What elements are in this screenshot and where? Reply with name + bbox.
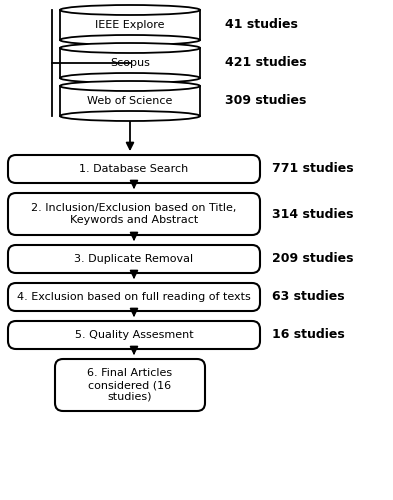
Bar — [60, 86, 200, 116]
FancyBboxPatch shape — [8, 193, 260, 235]
FancyBboxPatch shape — [55, 359, 205, 411]
Text: 16 studies: 16 studies — [272, 328, 345, 342]
Text: 41 studies: 41 studies — [225, 18, 298, 32]
Text: 309 studies: 309 studies — [225, 94, 307, 108]
Ellipse shape — [60, 43, 200, 53]
Text: Web of Science: Web of Science — [87, 96, 173, 106]
Text: 6. Final Articles
considered (16
studies): 6. Final Articles considered (16 studies… — [87, 368, 173, 402]
Text: 314 studies: 314 studies — [272, 208, 353, 220]
Ellipse shape — [60, 111, 200, 121]
FancyBboxPatch shape — [8, 155, 260, 183]
Text: 5. Quality Assesment: 5. Quality Assesment — [75, 330, 193, 340]
Text: IEEE Explore: IEEE Explore — [95, 20, 165, 30]
Text: 63 studies: 63 studies — [272, 290, 345, 304]
Text: 771 studies: 771 studies — [272, 162, 354, 175]
Bar — [60, 10, 200, 40]
Ellipse shape — [60, 35, 200, 45]
Ellipse shape — [60, 73, 200, 83]
Bar — [60, 48, 200, 78]
Text: 3. Duplicate Removal: 3. Duplicate Removal — [74, 254, 194, 264]
Text: 421 studies: 421 studies — [225, 56, 307, 70]
Text: 4. Exclusion based on full reading of texts: 4. Exclusion based on full reading of te… — [17, 292, 251, 302]
FancyBboxPatch shape — [8, 283, 260, 311]
Text: 1. Database Search: 1. Database Search — [79, 164, 189, 174]
FancyBboxPatch shape — [8, 245, 260, 273]
FancyBboxPatch shape — [8, 321, 260, 349]
Text: 2. Inclusion/Exclusion based on Title,
Keywords and Abstract: 2. Inclusion/Exclusion based on Title, K… — [31, 203, 237, 225]
Ellipse shape — [60, 5, 200, 15]
Text: Scopus: Scopus — [110, 58, 150, 68]
Ellipse shape — [60, 81, 200, 91]
Text: 209 studies: 209 studies — [272, 252, 353, 266]
